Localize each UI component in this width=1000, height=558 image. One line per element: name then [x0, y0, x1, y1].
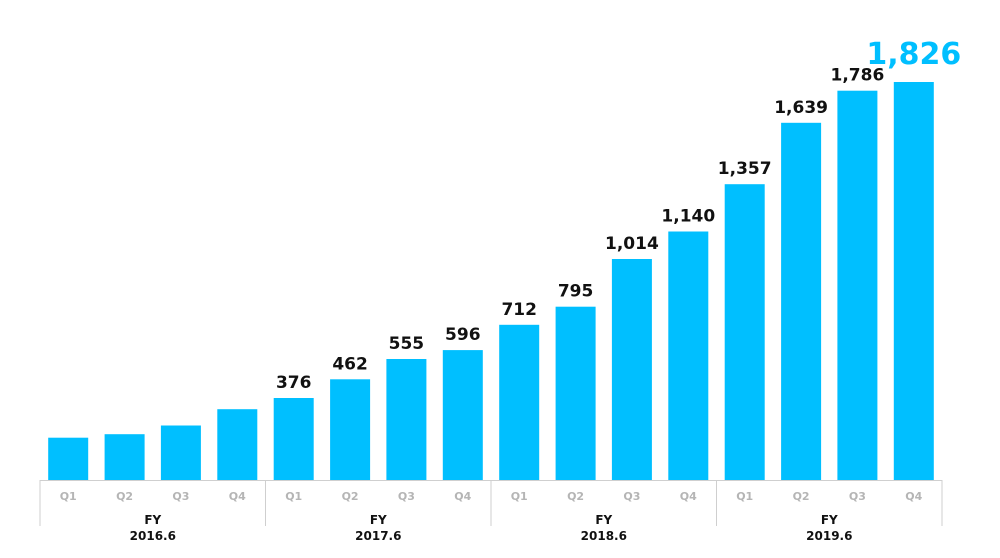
quarter-tick-label: Q4 — [905, 490, 922, 503]
fiscal-year-label: FY — [144, 513, 161, 527]
bar-11 — [611, 259, 652, 480]
quarter-tick-label: Q1 — [60, 490, 77, 503]
x-axis: Q1 Q2 Q3 Q4 Q1 Q2 Q3 Q4 Q1 Q2 Q3 Q4 Q1 Q2 Q3 Q4 FY 2016.6… — [39, 480, 943, 543]
value-label: 1,786 — [831, 66, 885, 86]
bar-1 — [48, 437, 89, 480]
bars-layer — [48, 82, 934, 481]
value-label: 1,639 — [774, 98, 828, 118]
fiscal-year-label: FY — [595, 513, 612, 527]
quarter-tick-label: Q4 — [454, 490, 471, 503]
bar-13 — [724, 184, 765, 480]
bar-8 — [442, 350, 483, 480]
value-label: 795 — [558, 282, 594, 302]
value-label: 596 — [445, 325, 481, 345]
fiscal-year-label: FY — [821, 513, 838, 527]
bar-10 — [555, 306, 596, 480]
value-label: 1,357 — [718, 159, 772, 179]
fiscal-year-period: 2016.6 — [130, 529, 176, 543]
fiscal-year-period: 2019.6 — [806, 529, 852, 543]
quarter-tick-label: Q4 — [229, 490, 246, 503]
bar-6 — [330, 379, 371, 480]
quarter-tick-label: Q1 — [736, 490, 753, 503]
bar-3 — [160, 425, 201, 480]
highlight-value-label: 1,826 — [866, 37, 961, 72]
quarter-tick-label: Q3 — [398, 490, 415, 503]
fiscal-year-label: FY — [370, 513, 387, 527]
quarter-tick-label: Q3 — [172, 490, 189, 503]
bar-14 — [781, 122, 822, 481]
value-label: 555 — [389, 334, 425, 354]
bar-5 — [273, 398, 314, 480]
value-label: 712 — [501, 300, 537, 320]
bar-2 — [104, 434, 145, 480]
quarter-tick-label: Q1 — [285, 490, 302, 503]
bar-16 — [893, 82, 934, 480]
bar-7 — [386, 359, 427, 480]
quarter-tick-label: Q3 — [623, 490, 640, 503]
quarter-tick-label: Q2 — [342, 490, 359, 503]
value-label: 462 — [332, 354, 368, 374]
fiscal-year-period: 2017.6 — [355, 529, 401, 543]
value-label: 1,140 — [661, 207, 715, 227]
value-label: 376 — [276, 373, 312, 393]
quarter-tick-label: Q4 — [680, 490, 697, 503]
quarter-tick-label: Q2 — [567, 490, 584, 503]
bar-4 — [217, 409, 258, 480]
quarter-tick-label: Q2 — [793, 490, 810, 503]
fiscal-year-period: 2018.6 — [581, 529, 627, 543]
quarter-tick-label: Q1 — [511, 490, 528, 503]
bar-12 — [668, 231, 709, 480]
value-label: 1,014 — [605, 234, 659, 254]
bar-15 — [837, 90, 878, 480]
quarter-tick-label: Q2 — [116, 490, 133, 503]
quarter-tick-label: Q3 — [849, 490, 866, 503]
bar-9 — [499, 324, 540, 480]
